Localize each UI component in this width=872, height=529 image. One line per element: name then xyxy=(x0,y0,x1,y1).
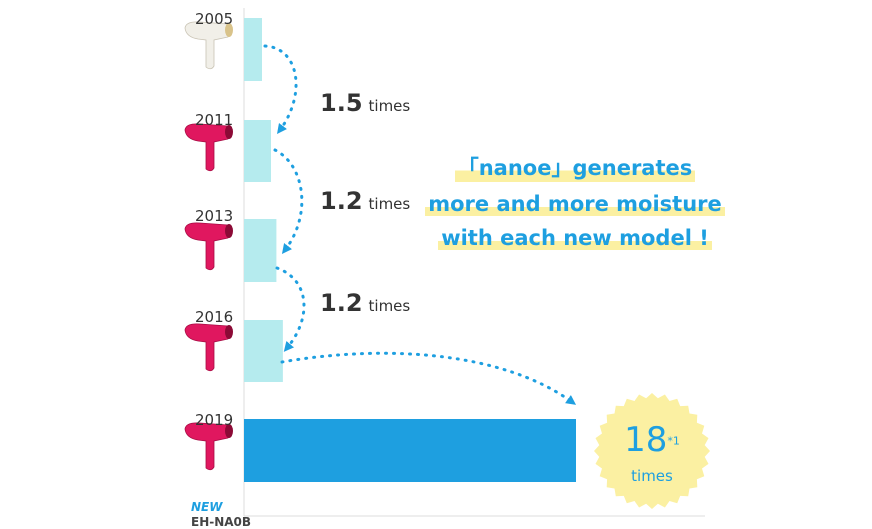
headline-line-1: 「nanoe」generates xyxy=(454,152,696,182)
multiplier-label-3: 1.2 times xyxy=(320,289,410,317)
multiplier-value: 1.2 xyxy=(320,187,363,215)
bar-2013 xyxy=(244,219,277,282)
model-label: EH-NA0B xyxy=(191,515,252,529)
multiplier-value: 1.2 xyxy=(320,289,363,317)
growth-arrow-3 xyxy=(275,266,306,352)
multiplier-unit: times xyxy=(368,97,411,115)
hair-dryer-pink-icon xyxy=(184,323,233,372)
multiplier-unit: times xyxy=(368,195,411,213)
bar-2005 xyxy=(244,18,262,81)
headline-line-2: more and more moisture xyxy=(425,192,725,216)
tick-label-2019: 2019 xyxy=(195,411,234,429)
multiplier-value: 1.5 xyxy=(320,89,363,117)
multiplier-label-1: 1.5 times xyxy=(320,89,410,117)
badge-value-row: 18*1 xyxy=(612,420,692,460)
tick-label-2016: 2016 xyxy=(195,308,234,326)
tick-label-2005: 2005 xyxy=(195,10,234,28)
headline-line-3: with each new model ! xyxy=(438,226,712,250)
growth-arrow-1 xyxy=(263,44,298,135)
hair-dryer-white-icon xyxy=(184,21,233,70)
badge-value: 18 xyxy=(624,420,668,460)
tick-label-2011: 2011 xyxy=(195,111,234,129)
headline: 「nanoe」generates more and more moisture … xyxy=(420,152,730,260)
footnote-marker: *1 xyxy=(667,434,680,448)
bar-2019 xyxy=(244,419,576,482)
multiplier-unit: times xyxy=(368,297,411,315)
tick-label-2013: 2013 xyxy=(195,207,234,225)
hair-dryer-pink-icon xyxy=(184,422,233,471)
hair-dryer-pink-icon xyxy=(184,123,233,172)
new-label: NEW xyxy=(191,500,223,514)
result-badge xyxy=(594,393,710,509)
hair-dryer-pink-icon xyxy=(184,222,233,271)
growth-arrow-4 xyxy=(280,351,577,405)
growth-arrow-2 xyxy=(273,148,304,254)
bar-2011 xyxy=(244,120,271,182)
multiplier-label-2: 1.2 times xyxy=(320,187,410,215)
badge-unit: times xyxy=(631,467,673,485)
bar-2016 xyxy=(244,320,283,382)
